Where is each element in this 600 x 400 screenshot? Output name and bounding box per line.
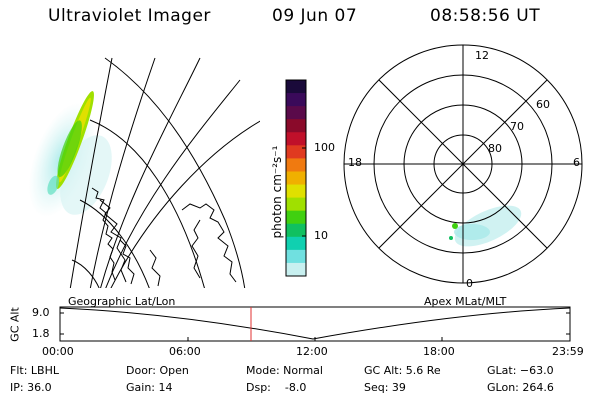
colorbar-swatch xyxy=(286,210,306,225)
time-label: 08:58:56 UT xyxy=(430,6,541,26)
auroral-band xyxy=(47,91,94,195)
colorbar-swatch xyxy=(286,132,306,146)
instrument-title: Ultraviolet Imager xyxy=(48,6,211,26)
colorbar-swatch xyxy=(286,93,306,107)
info-glat: GLat: −63.0 xyxy=(487,364,554,377)
x-tick-0000: 00:00 xyxy=(42,345,74,358)
x-tick-1800: 18:00 xyxy=(423,345,455,358)
info-dsp: Dsp: -8.0 xyxy=(246,381,307,394)
polar-grid xyxy=(343,44,583,284)
altitude-y-tick-high: 9.0 xyxy=(32,306,50,319)
info-flt: Flt: LBHL xyxy=(10,364,59,377)
colorbar-swatch xyxy=(286,145,306,159)
colorbar-tick-100: 100 xyxy=(314,141,335,154)
colorbar-swatch xyxy=(286,262,306,277)
auroral-spot xyxy=(452,223,458,229)
colorbar-swatch xyxy=(286,119,306,133)
colorbar-swatch xyxy=(286,171,306,186)
info-seq: Seq: 39 xyxy=(364,381,406,394)
info-ip: IP: 36.0 xyxy=(10,381,52,394)
info-glon: GLon: 264.6 xyxy=(487,381,554,394)
colorbar-swatch xyxy=(286,80,306,94)
mlt-label-left: 18 xyxy=(348,156,362,169)
colorbar-swatch xyxy=(286,197,306,212)
lat-label-60: 60 xyxy=(536,98,550,111)
map-contents xyxy=(28,57,260,288)
mlt-label-bottom: 0 xyxy=(466,277,473,290)
x-tick-1200: 12:00 xyxy=(296,345,328,358)
x-tick-0600: 06:00 xyxy=(169,345,201,358)
date-label: 09 Jun 07 xyxy=(272,6,358,26)
info-mode: Mode: Normal xyxy=(246,364,323,377)
altitude-plot-frame xyxy=(59,306,571,342)
mlt-label-top: 12 xyxy=(475,49,489,62)
lat-label-70: 70 xyxy=(510,120,524,133)
info-gain: Gain: 14 xyxy=(126,381,173,394)
geographic-caption: Geographic Lat/Lon xyxy=(68,295,176,308)
colorbar-tick-10: 10 xyxy=(314,229,328,242)
x-tick-2359: 23:59 xyxy=(552,345,584,358)
altitude-y-label: GC Alt xyxy=(8,307,22,342)
colorbar-swatch xyxy=(286,236,306,251)
lat-label-80: 80 xyxy=(488,142,502,155)
colorbar-swatch xyxy=(286,249,306,264)
altitude-y-tick-low: 1.8 xyxy=(32,327,50,340)
colorbar-swatch xyxy=(286,184,306,199)
polar-caption: Apex MLat/MLT xyxy=(424,295,507,308)
mlt-label-right: 6 xyxy=(573,156,580,169)
colorbar-swatch xyxy=(286,158,306,172)
colorbar-swatch xyxy=(286,106,306,120)
info-gc-alt: GC Alt: 5.6 Re xyxy=(364,364,441,377)
info-door: Door: Open xyxy=(126,364,189,377)
altitude-curve xyxy=(59,307,571,340)
colorbar-swatch xyxy=(286,223,306,238)
colorbar-frame xyxy=(285,79,307,277)
